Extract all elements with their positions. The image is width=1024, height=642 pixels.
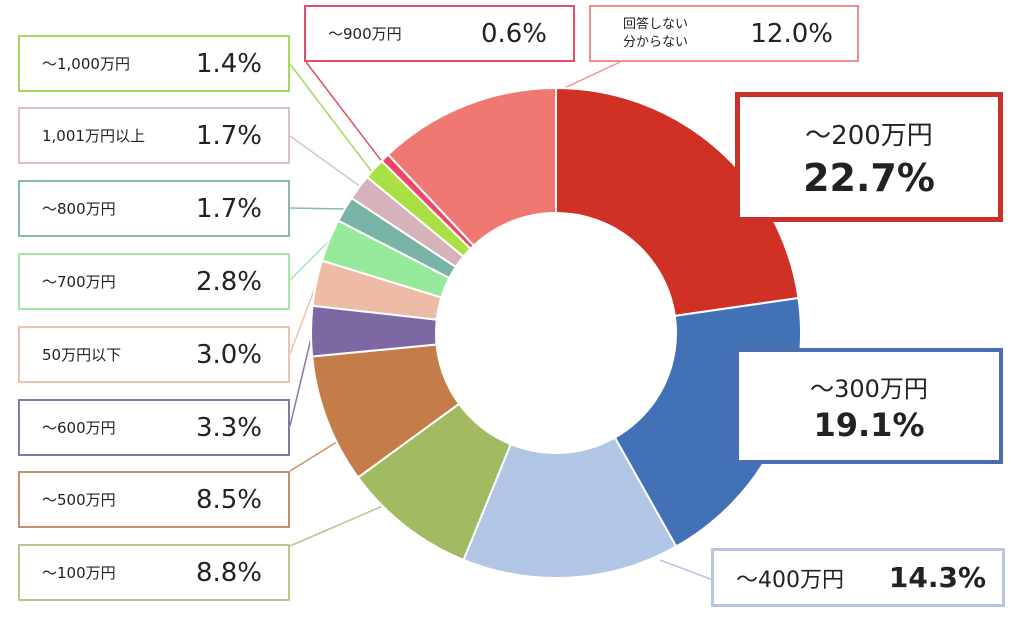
label-400-percent: 14.3% <box>888 561 986 594</box>
label-500-percent: 8.5% <box>195 484 262 515</box>
label-no-answer-percent: 12.0% <box>750 18 833 49</box>
label-200-percent: 22.7% <box>803 155 935 200</box>
leader-line <box>289 135 362 188</box>
leader-line <box>289 504 386 547</box>
label-1001-plus-percent: 1.7% <box>195 120 262 151</box>
label-800: ～800万円 1.7% <box>18 180 290 237</box>
label-600-category: ～600万円 <box>42 419 116 437</box>
label-800-percent: 1.7% <box>195 193 262 224</box>
label-700-percent: 2.8% <box>195 266 262 297</box>
donut-slice <box>555 86 800 318</box>
label-1000-percent: 1.4% <box>195 48 262 79</box>
label-600: ～600万円 3.3% <box>18 399 290 456</box>
label-700: ～700万円 2.8% <box>18 253 290 310</box>
leader-line <box>289 63 373 173</box>
label-no-answer-category: 回答しない 分からない <box>623 16 688 52</box>
label-1001-plus: 1,001万円以上 1.7% <box>18 107 290 164</box>
label-200: ～200万円 22.7% <box>735 92 1003 222</box>
label-400: ～400万円 14.3% <box>711 548 1005 607</box>
label-1000: ～1,000万円 1.4% <box>18 35 290 92</box>
label-no-answer: 回答しない 分からない 12.0% <box>589 5 859 62</box>
label-300-category: ～300万円 <box>810 374 928 403</box>
donut-slice <box>462 436 678 579</box>
leader-line <box>289 207 347 210</box>
label-no-answer-line-2: 分からない <box>623 34 689 50</box>
leader-line <box>289 329 314 427</box>
leader-line <box>659 559 714 581</box>
label-500-category: ～500万円 <box>42 491 116 509</box>
label-600-percent: 3.3% <box>195 412 262 443</box>
label-300: ～300万円 19.1% <box>735 348 1003 464</box>
leader-line <box>555 61 621 93</box>
label-900: ～900万円 0.6% <box>304 5 575 62</box>
leader-line <box>289 239 331 281</box>
label-1001-plus-category: 1,001万円以上 <box>42 127 145 145</box>
leader-line <box>289 439 341 472</box>
label-900-percent: 0.6% <box>480 18 547 49</box>
leader-lines <box>289 61 714 581</box>
label-500: ～500万円 8.5% <box>18 471 290 528</box>
label-300-percent: 19.1% <box>813 405 925 444</box>
label-1000-category: ～1,000万円 <box>42 55 130 73</box>
donut-slices <box>310 86 802 579</box>
label-100-category: ～100万円 <box>42 564 116 582</box>
label-50-or-less: 50万円以下 3.0% <box>18 326 290 383</box>
label-700-category: ～700万円 <box>42 273 116 291</box>
leader-line <box>289 284 317 355</box>
label-50-or-less-category: 50万円以下 <box>42 346 122 364</box>
label-50-or-less-percent: 3.0% <box>195 339 262 370</box>
leader-line <box>305 61 384 164</box>
label-100: ～100万円 8.8% <box>18 544 290 601</box>
label-200-category: ～200万円 <box>805 120 933 151</box>
label-400-category: ～400万円 <box>736 567 844 593</box>
label-no-answer-line-1: 回答しない <box>623 16 689 32</box>
label-100-percent: 8.8% <box>195 557 262 588</box>
label-900-category: ～900万円 <box>328 25 402 43</box>
donut-slice <box>386 86 557 247</box>
label-800-category: ～800万円 <box>42 200 116 218</box>
